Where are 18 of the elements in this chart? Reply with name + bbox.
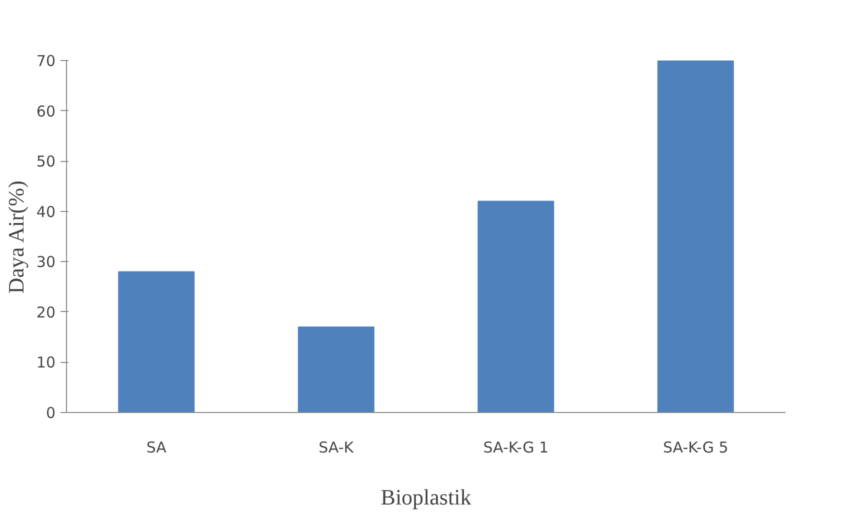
y-tick-label: 20 bbox=[36, 303, 56, 322]
y-tick-label: 0 bbox=[46, 404, 56, 422]
y-tick-label: 10 bbox=[36, 354, 56, 372]
x-tick-label: SA-K-G 5 bbox=[662, 438, 728, 456]
bar bbox=[298, 326, 374, 412]
y-tick-label: 40 bbox=[36, 202, 56, 221]
bar bbox=[478, 200, 554, 412]
y-axis-title: Daya Air(%) bbox=[3, 180, 28, 294]
bar bbox=[657, 60, 734, 412]
x-tick-label: SA-K bbox=[318, 438, 355, 456]
y-tick-label: 70 bbox=[36, 52, 56, 70]
x-tick-label: SA-K-G 1 bbox=[483, 438, 549, 456]
x-axis-title: Bioplastik bbox=[380, 484, 472, 510]
y-tick-label: 50 bbox=[36, 152, 56, 171]
y-tick-label: 30 bbox=[36, 253, 56, 272]
bar bbox=[118, 271, 195, 412]
x-tick-label: SA bbox=[146, 438, 168, 456]
y-tick-label: 60 bbox=[36, 102, 56, 120]
